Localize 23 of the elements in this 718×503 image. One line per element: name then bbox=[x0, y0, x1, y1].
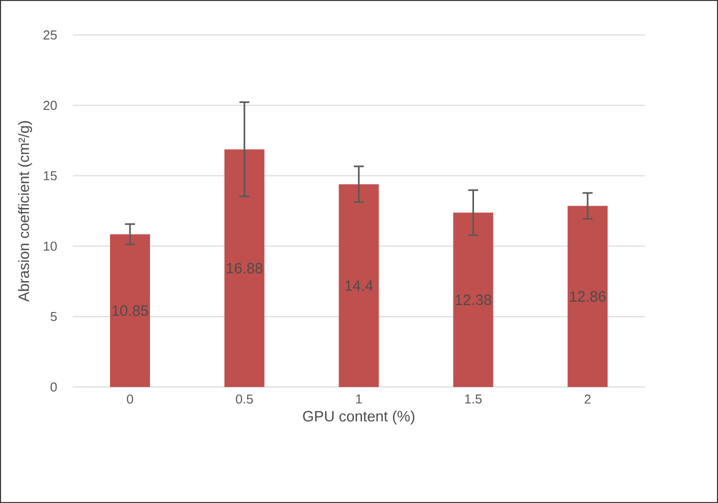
data-label: 14.4 bbox=[345, 280, 373, 291]
y-tick-label: 5 bbox=[50, 312, 57, 322]
x-axis-title: GPU content (%) bbox=[303, 410, 414, 424]
y-tick-label: 20 bbox=[44, 100, 57, 110]
x-tick-label: 2 bbox=[584, 394, 591, 404]
y-axis-title: Abrasion coefficient (cm²/g) bbox=[18, 121, 32, 302]
y-tick-label: 0 bbox=[50, 382, 57, 392]
data-label: 12.86 bbox=[570, 291, 606, 302]
y-tick-label: 10 bbox=[44, 242, 57, 251]
bar bbox=[224, 149, 264, 387]
data-label: 10.85 bbox=[112, 305, 148, 316]
data-label: 12.38 bbox=[456, 294, 492, 306]
x-tick-label: 1 bbox=[356, 394, 362, 404]
bar bbox=[110, 234, 150, 387]
bar bbox=[453, 212, 494, 387]
y-tick-label: 25 bbox=[44, 30, 57, 40]
x-tick-label: 0.5 bbox=[236, 394, 253, 404]
y-tick-label: 15 bbox=[44, 171, 57, 180]
data-label: 16.88 bbox=[226, 262, 262, 274]
x-tick-label: 0 bbox=[126, 394, 134, 404]
bar bbox=[568, 206, 608, 387]
x-tick-label: 1.5 bbox=[465, 394, 482, 404]
bar bbox=[338, 184, 379, 387]
